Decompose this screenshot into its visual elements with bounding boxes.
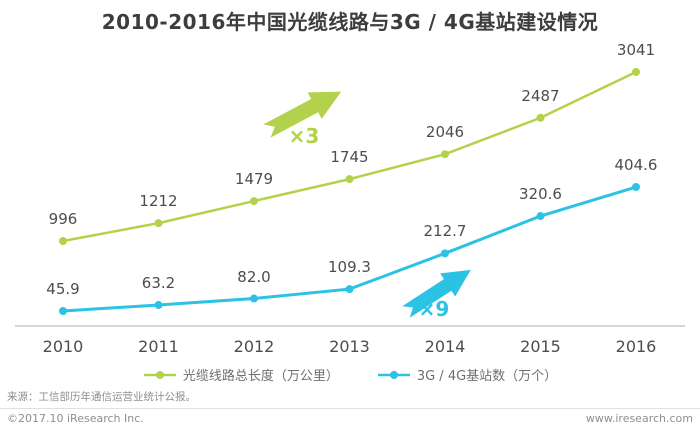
data-label: 320.6	[519, 185, 562, 204]
website-text: www.iresearch.com	[585, 412, 693, 425]
data-point-marker	[154, 301, 163, 310]
growth-multiplier-arrow-icon	[263, 91, 342, 138]
x-axis-label: 2010	[42, 337, 84, 356]
data-label: 1212	[139, 192, 178, 211]
data-point-marker	[441, 150, 449, 159]
data-label: 82.0	[237, 267, 271, 286]
data-point-marker	[250, 294, 258, 303]
legend-line-marker-icon	[377, 370, 410, 379]
data-point-marker	[536, 212, 545, 221]
legend-label-base-stations: 3G / 4G基站数（万个）	[416, 369, 558, 384]
data-point-marker	[441, 249, 449, 258]
growth-multiplier-label: ×3	[288, 124, 320, 148]
data-label: 3041	[616, 41, 656, 59]
x-axis-label: 2014	[424, 337, 466, 356]
legend-item-base-stations: 3G / 4G基站数（万个）	[377, 365, 557, 384]
growth-multiplier-arrow-icon	[402, 269, 471, 318]
x-axis-label: 2012	[233, 337, 275, 356]
data-point-marker	[59, 307, 67, 315]
data-label: 404.6	[614, 156, 658, 174]
legend: 光缆线路总长度（万公里） 3G / 4G基站数（万个）	[0, 365, 700, 384]
source-note: 来源：工信部历年通信运营业统计公报。	[7, 391, 196, 403]
data-point-marker	[250, 197, 258, 206]
x-axis-label: 2016	[615, 337, 657, 356]
data-label: 45.9	[46, 280, 80, 298]
data-label: 1745	[330, 148, 369, 167]
page-title: 2010-2016年中国光缆线路与3G / 4G基站建设情况	[101, 10, 599, 34]
data-point-marker	[345, 285, 354, 294]
growth-multiplier-label: ×9	[418, 297, 450, 321]
x-axis-label: 2011	[138, 337, 179, 356]
data-point-marker	[632, 68, 640, 76]
data-label: 109.3	[328, 258, 371, 277]
data-point-marker	[154, 219, 163, 228]
data-point-marker	[536, 113, 545, 122]
legend-line-marker-icon	[143, 370, 176, 379]
footer-divider	[0, 408, 700, 409]
x-axis-label: 2015	[520, 337, 561, 356]
legend-item-optical-cable: 光缆线路总长度（万公里）	[143, 365, 339, 384]
data-label: 63.2	[141, 274, 176, 293]
x-axis-label: 2013	[329, 337, 370, 356]
data-label: 1479	[234, 170, 274, 189]
data-point-marker	[59, 237, 67, 245]
data-label: 2046	[425, 123, 465, 142]
data-point-marker	[632, 183, 640, 191]
legend-label-optical-cable: 光缆线路总长度（万公里）	[182, 369, 339, 384]
data-label: 996	[48, 210, 78, 228]
data-point-marker	[345, 175, 354, 184]
copyright-text: ©2017.10 iResearch Inc.	[7, 412, 144, 425]
data-label: 2487	[521, 86, 560, 105]
data-label: 212.7	[423, 222, 467, 241]
